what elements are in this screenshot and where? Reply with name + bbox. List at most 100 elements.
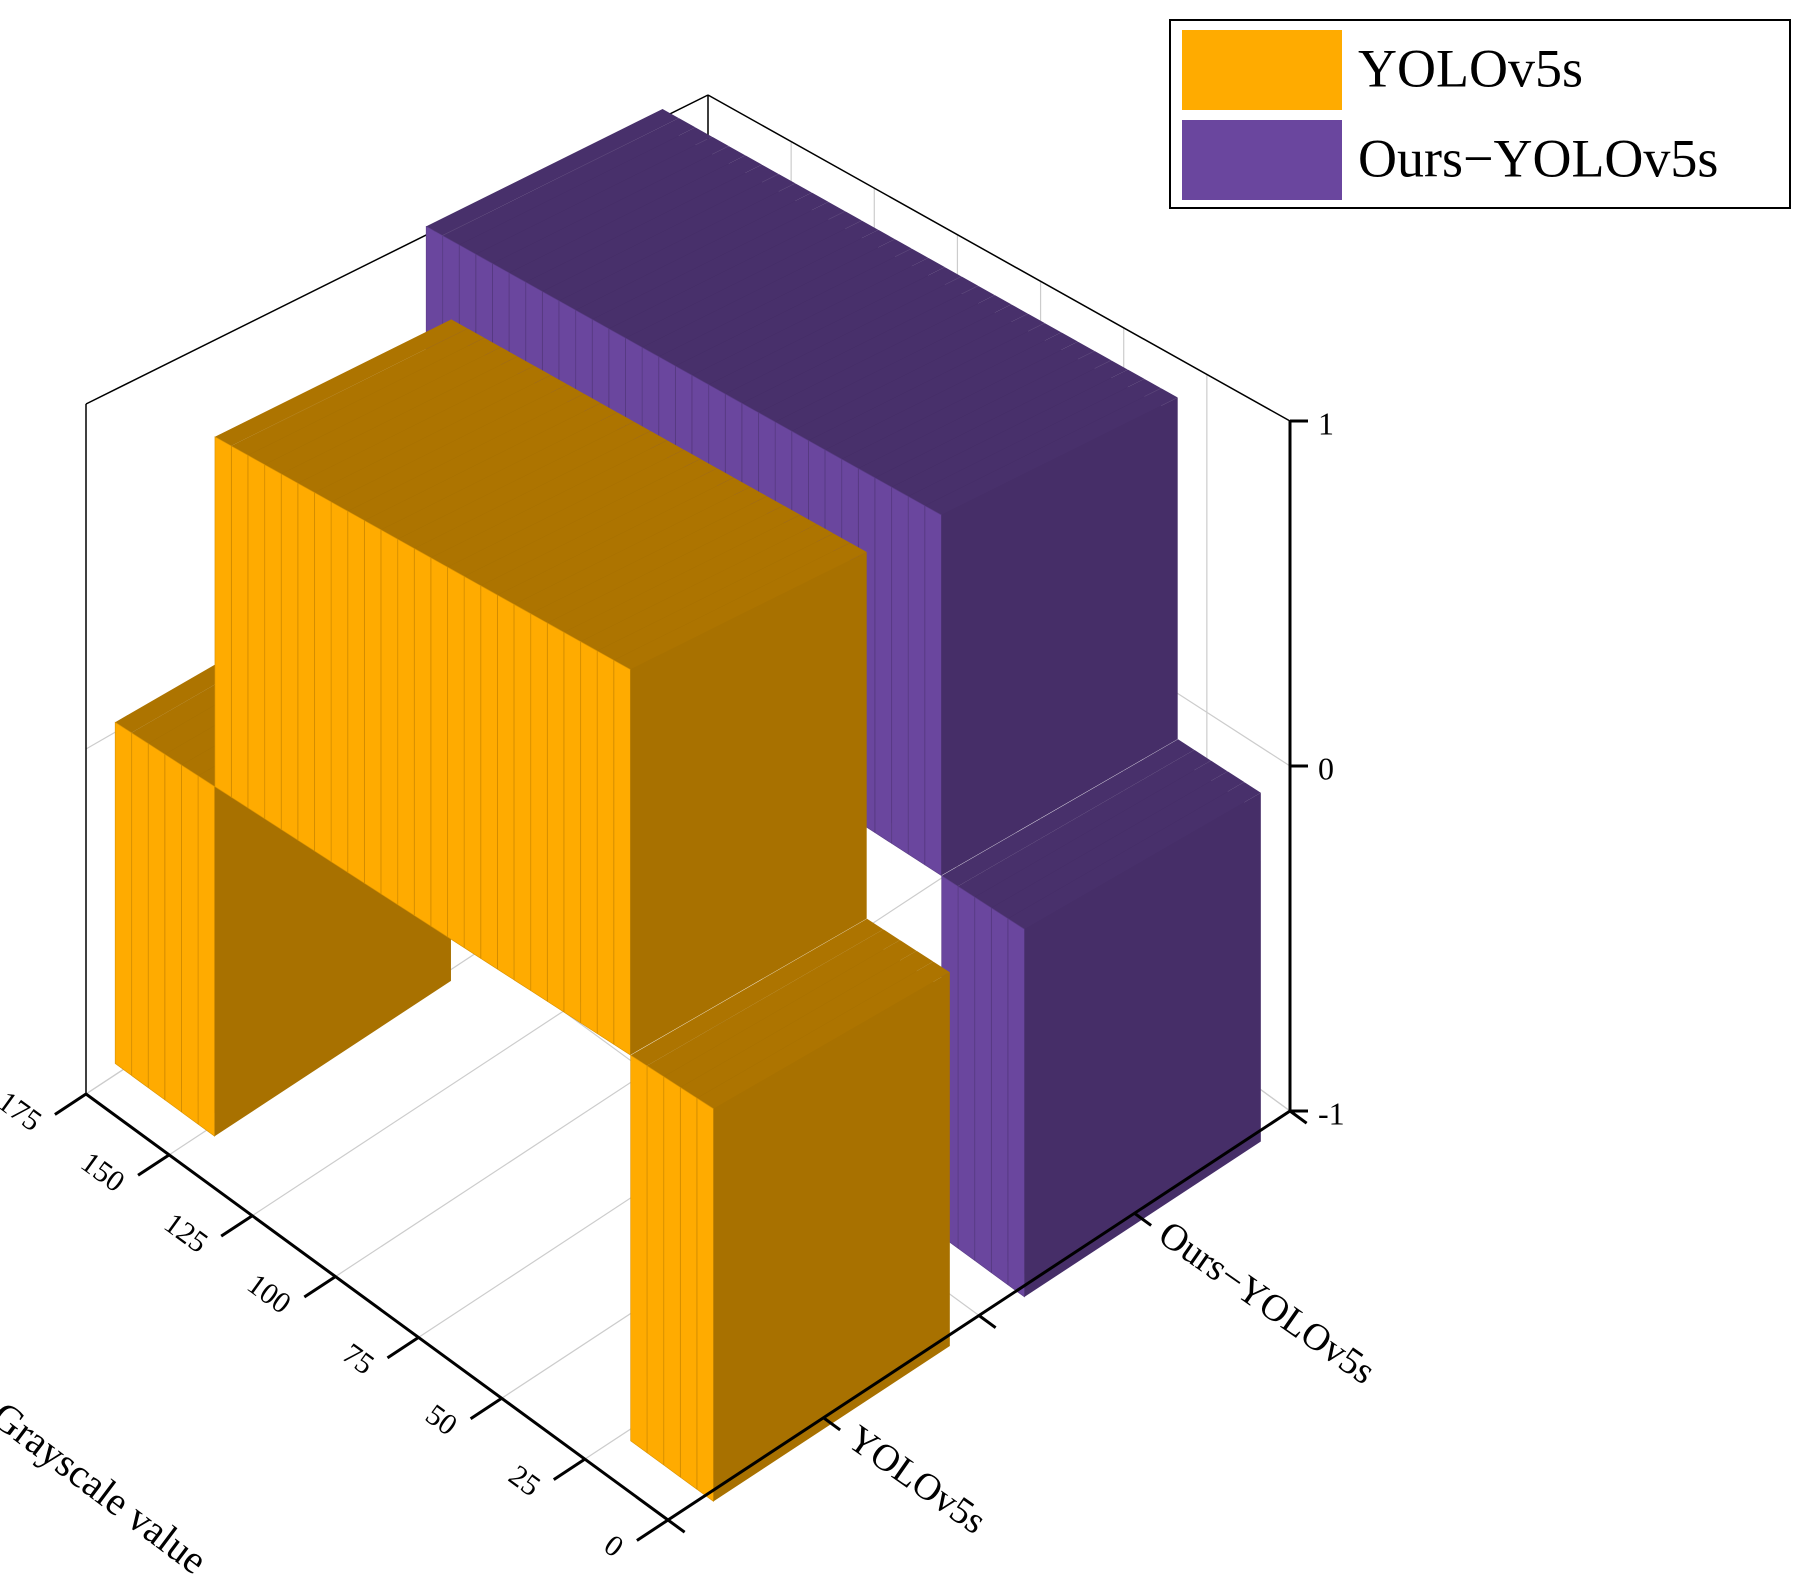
bar-front [397,538,415,916]
bar-front [1007,918,1025,1298]
bar-front [547,622,565,1013]
legend: YOLOv5s Ours−YOLOv5s [1169,19,1791,209]
bar-top [492,146,746,273]
x-tick-label: 0 [598,1528,630,1564]
bar-top [647,929,900,1077]
bar-top [663,940,917,1088]
bar-front [957,885,975,1262]
bar-top [614,542,867,670]
bar-top [476,136,729,264]
bar-top [514,487,767,614]
x-tick-label: 125 [158,1207,214,1260]
bar-top [841,341,1095,469]
bar [1007,782,1261,1298]
bar-top [497,477,751,605]
x-tick [220,1214,254,1238]
x-tick-label: 75 [336,1337,380,1381]
bar-top [680,951,934,1098]
category-label: YOLOv5s [840,1417,994,1542]
bar-top [941,739,1195,887]
x-tick-label: 175 [0,1085,47,1138]
bar-front [131,732,149,1089]
x-tick [54,1092,87,1116]
bar-top [464,459,718,586]
bar-front [198,775,215,1137]
bar-top [808,323,1062,450]
bar-top [525,164,779,292]
x-tick [386,1336,420,1360]
bar-front [924,505,942,877]
bar-top [481,468,734,595]
bar-front [347,510,365,884]
bar-front [181,764,199,1125]
x-tick-label: 50 [420,1398,464,1442]
z-tick-label: -1 [1318,1095,1345,1131]
bar-front [630,1054,648,1454]
x-tick [137,1153,170,1177]
bar-side [713,972,950,1502]
bar-front [148,743,166,1101]
bar-top [742,285,995,413]
x-tick-label: 25 [503,1459,547,1503]
bar-top [625,220,879,348]
bar-top [575,192,829,320]
bar-top [264,347,518,474]
bar-top [331,384,584,512]
bar-top [825,332,1078,460]
bar-top [431,440,684,567]
x-tick [469,1397,503,1420]
z-tick-label: 1 [1318,405,1334,441]
bar-top [758,295,1012,422]
bar-front [696,1097,714,1503]
bar-top [708,267,962,394]
bar-top [630,918,884,1066]
bars [114,108,1261,1503]
bar-front [414,548,432,927]
bar-top [642,230,895,357]
bar-top [908,379,1162,506]
bar-top [298,365,551,493]
bar-top [725,276,979,404]
bar-top [974,760,1228,908]
bar [696,961,950,1503]
bar-front [281,473,299,841]
bar-front [497,594,515,981]
frame-edge [707,94,1291,422]
bar-front [380,529,398,906]
bar-front [991,907,1009,1286]
x-tick-label: 100 [241,1267,297,1320]
bar-front [646,1065,664,1466]
bar-top [564,514,817,642]
category-tick [667,1518,686,1534]
bar [613,542,867,1056]
bar-top [281,356,535,484]
bar-side [630,552,867,1056]
bar-top [381,412,634,540]
legend-label: Ours−YOLOv5s [1358,128,1718,188]
legend-swatch [1182,30,1342,110]
bar-front [513,603,531,992]
bar-top [675,248,929,376]
category-tick [1289,1109,1308,1125]
bar-top [248,337,501,465]
bar-top [597,533,851,661]
x-tick-label: 150 [75,1146,131,1199]
bar-front [247,454,265,820]
bar-top [891,369,1145,497]
bar-top [592,202,846,329]
bar-front [164,753,182,1113]
category-tick [978,1314,997,1329]
bar-top [314,375,568,502]
bar-front [530,613,548,1002]
bar-top [875,360,1128,488]
bar-front [663,1076,681,1478]
bar-top [442,118,696,245]
bar-front [114,721,132,1077]
bar-front [891,486,909,855]
bar-front [480,585,498,970]
bar-top [991,771,1245,919]
bar-top [426,108,679,236]
legend-swatch [1182,120,1342,200]
x-axis [85,1092,669,1522]
bar-top [692,258,945,385]
